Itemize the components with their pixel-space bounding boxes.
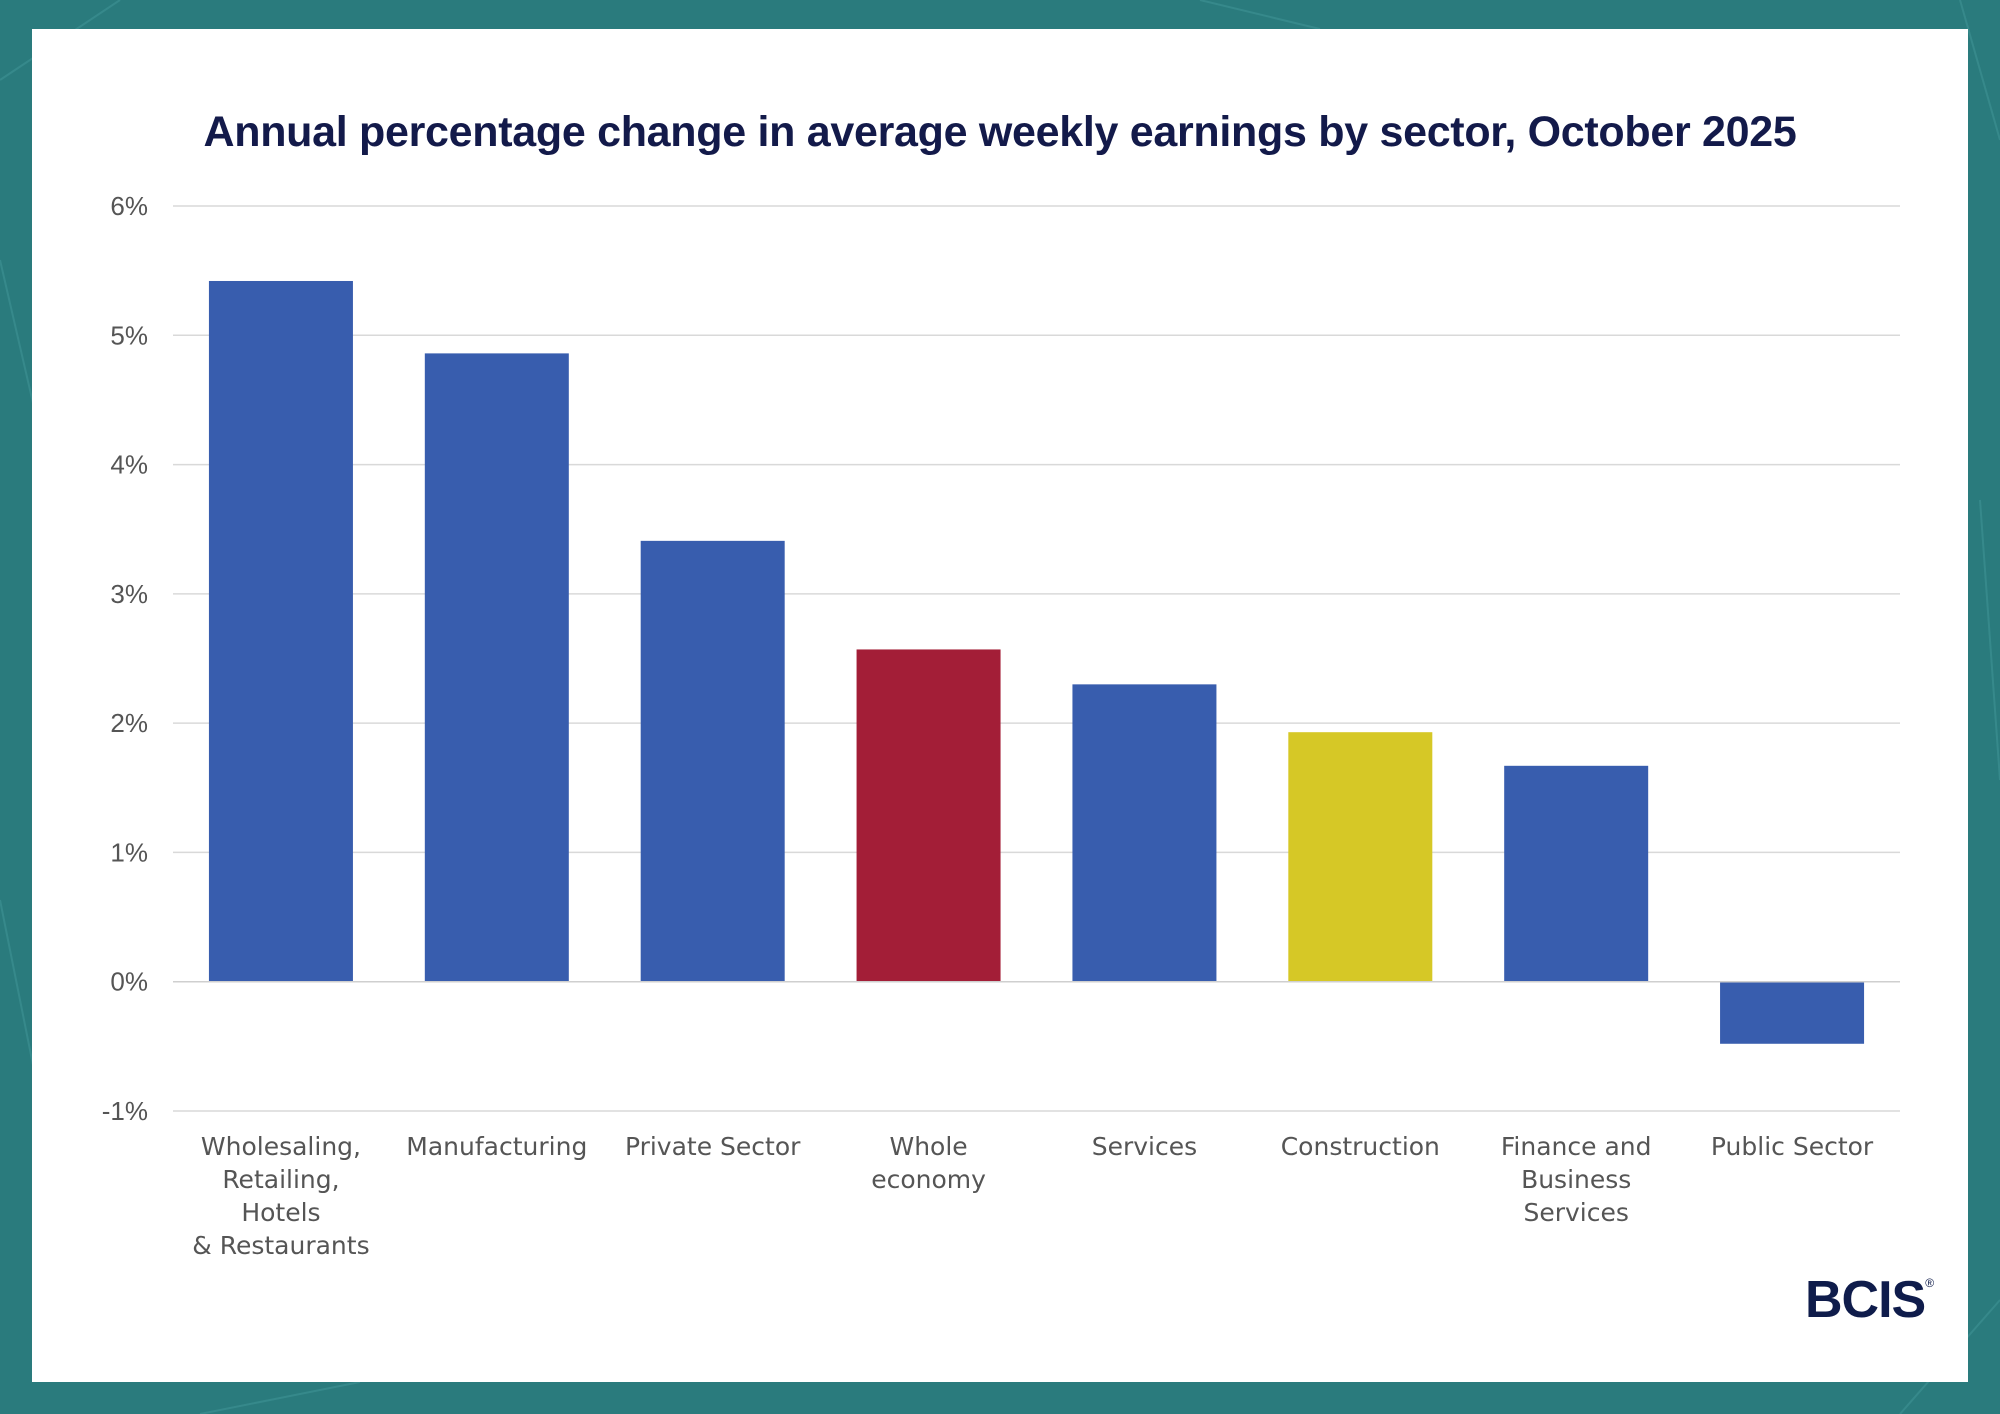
bar <box>856 649 1001 982</box>
bar <box>1720 981 1865 1044</box>
y-tick-label: 0% <box>110 967 148 997</box>
y-tick-label: 3% <box>110 579 148 609</box>
x-tick-label: Wholesaling, Retailing, Hotels & Restaurant… <box>192 1132 369 1260</box>
x-tick-label: Private Sector <box>625 1132 801 1161</box>
x-tick-label-line: Services <box>1092 1132 1197 1161</box>
y-tick-label: 5% <box>110 320 148 350</box>
x-tick-label-line: Services <box>1523 1198 1628 1227</box>
bar <box>640 540 785 982</box>
y-tick-label: 2% <box>110 708 148 738</box>
bar <box>208 280 353 982</box>
x-tick-label-line: economy <box>871 1165 986 1194</box>
bar <box>1504 765 1649 982</box>
x-tick-label: Services <box>1092 1132 1197 1161</box>
logo-text: BCIS <box>1805 1271 1926 1329</box>
y-tick-label: -1% <box>102 1096 148 1126</box>
x-tick-label-line: Hotels <box>241 1198 320 1227</box>
x-tick-label: Finance and Business Services <box>1501 1132 1652 1227</box>
x-tick-label-line: Manufacturing <box>406 1132 587 1161</box>
x-tick-label-line: Business <box>1521 1165 1631 1194</box>
bar <box>424 353 569 982</box>
x-tick-label-line: Public Sector <box>1711 1132 1874 1161</box>
y-tick-label: 1% <box>110 837 148 867</box>
x-tick-label-line: Whole <box>889 1132 967 1161</box>
y-tick-label: 6% <box>110 191 148 221</box>
x-tick-label: Whole economy <box>871 1132 986 1194</box>
x-tick-label-line: Wholesaling, <box>201 1132 361 1161</box>
bar <box>1288 732 1433 982</box>
x-tick-label-line: & Restaurants <box>192 1231 369 1260</box>
chart-title: Annual percentage change in average week… <box>203 108 1797 156</box>
x-tick-label-line: Construction <box>1281 1132 1440 1161</box>
x-tick-label: Construction <box>1281 1132 1440 1161</box>
x-tick-label-line: Finance and <box>1501 1132 1652 1161</box>
x-tick-label: Manufacturing <box>406 1132 587 1161</box>
y-tick-label: 4% <box>110 450 148 480</box>
bcis-logo: BCIS® <box>1805 1270 1935 1330</box>
x-tick-label: Public Sector <box>1711 1132 1874 1161</box>
bar <box>1072 684 1217 982</box>
x-tick-label-line: Retailing, <box>222 1165 339 1194</box>
x-tick-label-line: Private Sector <box>625 1132 801 1161</box>
registered-mark: ® <box>1925 1276 1935 1290</box>
